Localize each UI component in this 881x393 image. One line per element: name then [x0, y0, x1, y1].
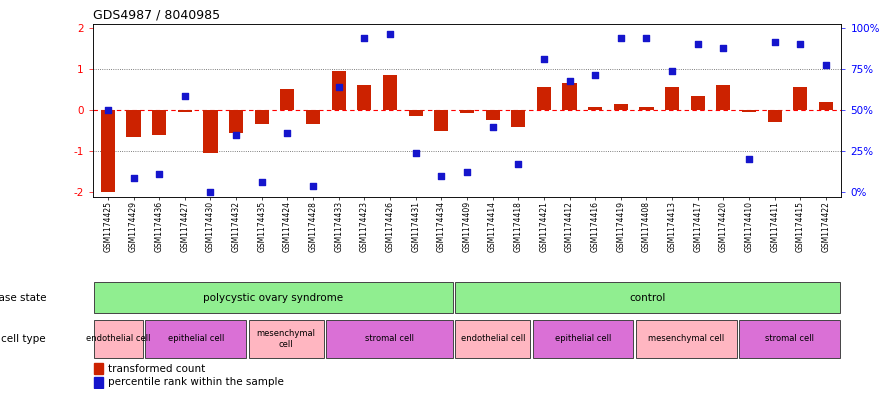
Bar	[94, 364, 103, 374]
Point	[306, 183, 320, 189]
Point	[716, 45, 730, 51]
Point	[589, 72, 603, 78]
Text: endothelial cell: endothelial cell	[461, 334, 525, 343]
Bar	[460, 110, 474, 113]
Bar	[793, 87, 807, 110]
Point	[537, 55, 551, 62]
Point	[691, 41, 705, 47]
Bar	[331, 71, 345, 110]
Text: transformed count: transformed count	[107, 364, 204, 374]
Bar	[691, 95, 705, 110]
Bar	[229, 110, 243, 133]
Point	[767, 39, 781, 45]
Point	[511, 160, 525, 167]
Bar	[640, 107, 654, 110]
Text: GDS4987 / 8040985: GDS4987 / 8040985	[93, 8, 219, 21]
Point	[562, 78, 576, 84]
Bar	[204, 110, 218, 153]
Text: disease state: disease state	[0, 293, 46, 303]
Bar	[127, 110, 141, 137]
Bar	[614, 104, 628, 110]
Point	[793, 41, 807, 47]
Bar	[152, 110, 167, 135]
Text: epithelial cell: epithelial cell	[167, 334, 224, 343]
Bar	[145, 320, 246, 358]
Point	[434, 173, 448, 179]
Bar	[562, 83, 576, 110]
Text: mesenchymal
cell: mesenchymal cell	[256, 329, 315, 349]
Bar	[100, 110, 115, 193]
Bar	[383, 75, 397, 110]
Point	[152, 171, 167, 177]
Point	[127, 175, 141, 181]
Bar	[511, 110, 525, 127]
Bar	[255, 110, 269, 125]
Point	[280, 130, 294, 136]
Bar	[537, 87, 551, 110]
Bar	[306, 110, 320, 125]
Bar	[767, 110, 781, 122]
Point	[100, 107, 115, 113]
Bar	[742, 110, 756, 112]
Text: mesenchymal cell: mesenchymal cell	[648, 334, 724, 343]
Bar	[636, 320, 737, 358]
Text: endothelial cell: endothelial cell	[86, 334, 151, 343]
Text: polycystic ovary syndrome: polycystic ovary syndrome	[204, 293, 344, 303]
Text: stromal cell: stromal cell	[365, 334, 414, 343]
Bar	[434, 110, 448, 130]
Point	[485, 123, 500, 130]
Bar	[455, 320, 530, 358]
Bar	[739, 320, 840, 358]
Point	[409, 150, 423, 156]
Text: epithelial cell: epithelial cell	[555, 334, 611, 343]
Text: percentile rank within the sample: percentile rank within the sample	[107, 377, 284, 387]
Point	[665, 68, 679, 74]
Point	[331, 84, 345, 90]
Point	[178, 92, 192, 99]
Text: stromal cell: stromal cell	[766, 334, 814, 343]
Bar	[589, 107, 603, 110]
Bar	[93, 320, 143, 358]
Bar	[326, 320, 453, 358]
Text: cell type: cell type	[2, 334, 46, 344]
Point	[640, 35, 654, 41]
Point	[614, 35, 628, 41]
Bar	[716, 85, 730, 110]
Bar	[94, 377, 103, 387]
Point	[819, 62, 833, 68]
Bar	[665, 87, 679, 110]
Bar	[819, 102, 833, 110]
Bar	[485, 110, 500, 120]
Point	[358, 35, 372, 41]
Point	[742, 156, 756, 163]
Point	[204, 189, 218, 196]
Bar	[455, 282, 840, 313]
Bar	[358, 85, 372, 110]
Bar	[533, 320, 633, 358]
Bar	[409, 110, 423, 116]
Point	[383, 31, 397, 37]
Bar	[178, 110, 192, 112]
Bar	[248, 320, 323, 358]
Point	[255, 179, 269, 185]
Bar	[93, 282, 453, 313]
Point	[229, 132, 243, 138]
Text: control: control	[630, 293, 666, 303]
Bar	[280, 90, 294, 110]
Point	[460, 169, 474, 175]
